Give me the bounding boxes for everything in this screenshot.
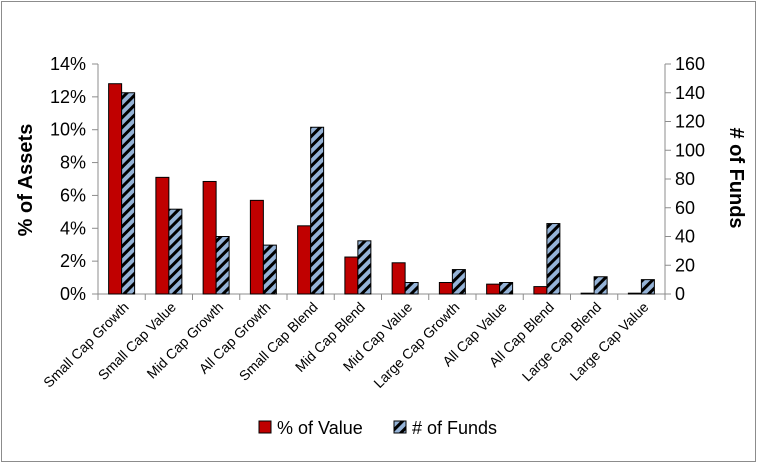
bar-percent-of-value bbox=[202, 180, 217, 295]
legend-swatch-value bbox=[258, 420, 272, 434]
y2-tick-label: 160 bbox=[675, 54, 705, 74]
bar-percent-of-value bbox=[438, 282, 453, 295]
y-tick-label: 10% bbox=[50, 120, 86, 140]
bar-percent-of-value bbox=[249, 199, 264, 295]
legend-label-value: % of Value bbox=[277, 418, 363, 438]
bar-percent-of-value bbox=[486, 283, 501, 295]
y-tick-label: 4% bbox=[60, 218, 86, 238]
bar-number-of-funds bbox=[404, 282, 419, 295]
bar-number-of-funds bbox=[499, 282, 514, 295]
bar-number-of-funds bbox=[451, 269, 466, 295]
x-category-label: Large Cap Growth bbox=[370, 299, 462, 391]
y2-axis-title: # of Funds bbox=[725, 127, 747, 228]
bar-number-of-funds bbox=[262, 244, 277, 295]
bar-number-of-funds bbox=[215, 236, 230, 295]
bar-percent-of-value bbox=[344, 256, 359, 295]
y-tick-label: 0% bbox=[60, 284, 86, 304]
bar-percent-of-value bbox=[533, 286, 548, 295]
y2-tick-label: 20 bbox=[675, 255, 695, 275]
y-tick-label: 8% bbox=[60, 153, 86, 173]
y2-tick-label: 120 bbox=[675, 112, 705, 132]
legend-swatch-funds bbox=[393, 420, 407, 434]
bar-number-of-funds bbox=[168, 208, 183, 295]
y-axis-title: % of Assets bbox=[15, 124, 37, 237]
y-tick-label: 6% bbox=[60, 185, 86, 205]
bar-percent-of-value bbox=[580, 292, 595, 295]
bar-percent-of-value bbox=[108, 83, 123, 295]
bar-percent-of-value bbox=[297, 225, 312, 295]
y-tick-label: 12% bbox=[50, 87, 86, 107]
y2-tick-label: 140 bbox=[675, 83, 705, 103]
bar-percent-of-value bbox=[627, 292, 642, 295]
y-tick-label: 2% bbox=[60, 251, 86, 271]
x-category-label: Small Cap Growth bbox=[40, 299, 132, 391]
y-tick-label: 14% bbox=[50, 54, 86, 74]
bar-number-of-funds bbox=[121, 92, 136, 295]
bar-percent-of-value bbox=[391, 262, 406, 295]
bar-number-of-funds bbox=[310, 126, 325, 295]
bar-number-of-funds bbox=[640, 279, 655, 295]
bar-number-of-funds bbox=[357, 240, 372, 295]
y2-tick-label: 80 bbox=[675, 169, 695, 189]
y2-tick-label: 60 bbox=[675, 198, 695, 218]
bar-number-of-funds bbox=[546, 223, 561, 295]
bar-number-of-funds bbox=[593, 276, 608, 295]
y2-tick-label: 100 bbox=[675, 140, 705, 160]
y2-tick-label: 40 bbox=[675, 227, 695, 247]
y2-tick-label: 0 bbox=[675, 284, 685, 304]
legend-label-funds: # of Funds bbox=[412, 418, 497, 438]
bar-percent-of-value bbox=[155, 176, 170, 295]
legend: % of Value # of Funds bbox=[258, 418, 497, 438]
